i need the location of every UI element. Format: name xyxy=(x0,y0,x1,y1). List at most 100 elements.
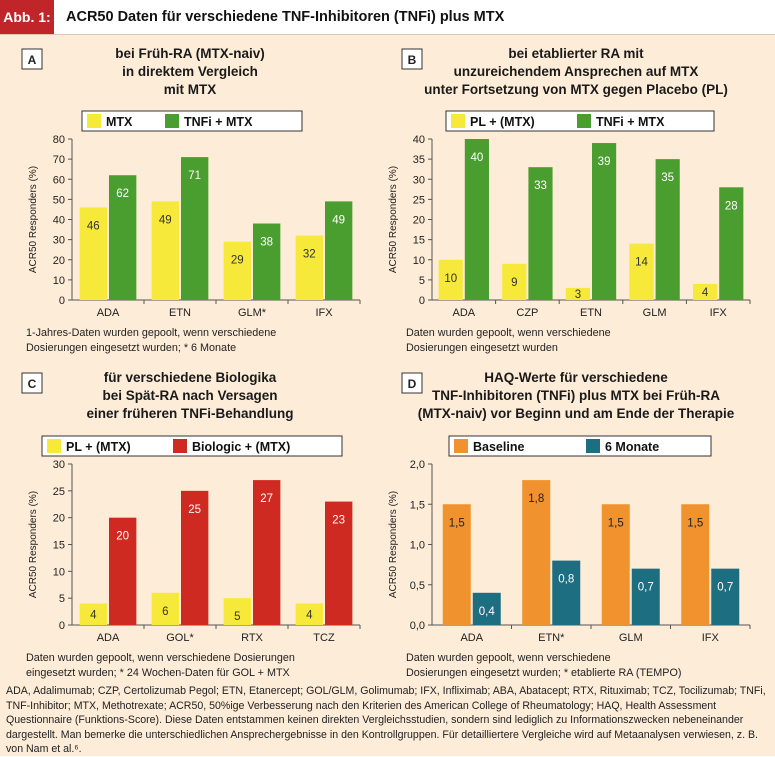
bar xyxy=(442,504,471,625)
bar xyxy=(253,223,281,300)
bar xyxy=(502,263,527,300)
x-tick-label: GOL* xyxy=(166,632,194,644)
bar-value-label: 0,8 xyxy=(558,574,574,586)
panel-title-line: unzureichendem Ansprechen auf MTX xyxy=(454,64,699,79)
panel-note-line: 1-Jahres-Daten wurden gepoolt, wenn vers… xyxy=(26,327,276,339)
y-tick-label: 40 xyxy=(53,215,65,227)
bar-value-label: 14 xyxy=(635,257,648,269)
y-tick-label: 20 xyxy=(53,513,65,525)
bar xyxy=(295,235,323,300)
legend-label: Baseline xyxy=(473,440,524,454)
bar-value-label: 6 xyxy=(162,606,168,618)
panel-title-line: (MTX-naiv) vor Beginn und am Ende der Th… xyxy=(418,406,735,421)
x-tick-label: ETN xyxy=(169,307,191,319)
bar xyxy=(681,504,710,625)
bar xyxy=(325,201,353,300)
y-tick-label: 1,5 xyxy=(410,499,425,511)
bar-value-label: 0,4 xyxy=(479,606,496,618)
bar-value-label: 20 xyxy=(116,531,129,543)
bar-value-label: 0,7 xyxy=(717,582,733,594)
y-tick-label: 2,0 xyxy=(410,459,425,471)
legend-swatch xyxy=(451,114,465,128)
y-axis-label: ACR50 Responders (%) xyxy=(388,491,399,598)
panel-title-line: bei etablierter RA mit xyxy=(508,46,644,61)
x-tick-label: ETN* xyxy=(538,632,565,644)
figure-label: Abb. 1: xyxy=(0,0,54,34)
legend-box xyxy=(448,435,712,457)
y-tick-label: 10 xyxy=(53,275,65,287)
y-tick-label: 35 xyxy=(413,154,425,166)
bar xyxy=(522,480,551,625)
x-tick-label: GLM* xyxy=(238,307,267,319)
bar-value-label: 46 xyxy=(87,220,100,232)
bar-value-label: 27 xyxy=(260,493,273,505)
bar xyxy=(181,157,209,300)
x-tick-label: IFX xyxy=(702,632,720,644)
y-tick-label: 60 xyxy=(53,174,65,186)
panel-title-line: mit MTX xyxy=(164,82,217,97)
x-tick-label: ADA xyxy=(460,632,483,644)
panel-note-line: Daten wurden gepoolt, wenn verschiedene xyxy=(406,327,611,339)
y-tick-label: 0,0 xyxy=(410,620,425,632)
x-tick-label: TCZ xyxy=(313,632,335,644)
x-tick-label: ETN xyxy=(580,307,602,319)
legend-box xyxy=(81,110,303,132)
bar-value-label: 4 xyxy=(306,609,313,621)
y-tick-label: 80 xyxy=(53,134,65,146)
bar xyxy=(223,241,251,300)
y-tick-label: 0,5 xyxy=(410,580,425,592)
legend-swatch xyxy=(47,439,61,453)
bar-value-label: 38 xyxy=(260,237,273,249)
x-tick-label: GLM xyxy=(619,632,643,644)
bar-value-label: 62 xyxy=(116,188,129,200)
bar-value-label: 1,5 xyxy=(687,517,703,529)
y-tick-label: 30 xyxy=(53,235,65,247)
panel-note-line: Dosierungen eingesetzt wurden xyxy=(406,342,558,354)
bar xyxy=(151,201,179,300)
bar-value-label: 29 xyxy=(231,255,244,267)
footnote: ADA, Adalimumab; CZP, Certolizumab Pegol… xyxy=(6,685,766,756)
y-axis-label: ACR50 Responders (%) xyxy=(388,166,399,273)
panel-note-line: Dosierungen eingesetzt wurden; * 6 Monat… xyxy=(26,342,236,354)
bar xyxy=(711,568,740,625)
bar-value-label: 4 xyxy=(702,287,709,299)
panel-title-line: einer früheren TNFi-Behandlung xyxy=(86,406,293,421)
panel-letter-box xyxy=(21,372,43,394)
y-tick-label: 20 xyxy=(413,215,425,227)
bar xyxy=(601,504,630,625)
bar-value-label: 3 xyxy=(575,289,581,301)
x-tick-label: CZP xyxy=(516,307,538,319)
x-tick-label: RTX xyxy=(241,632,263,644)
bar-value-label: 5 xyxy=(234,611,240,623)
bar-value-label: 39 xyxy=(598,156,611,168)
figure-header: Abb. 1: ACR50 Daten für verschiedene TNF… xyxy=(0,0,775,35)
bar-value-label: 32 xyxy=(303,249,316,261)
bar xyxy=(655,159,680,300)
bar xyxy=(295,603,323,625)
y-axis-label: ACR50 Responders (%) xyxy=(28,166,39,273)
legend-label: PL + (MTX) xyxy=(66,440,131,454)
bar xyxy=(79,207,107,300)
bar xyxy=(151,592,179,625)
y-tick-label: 5 xyxy=(59,593,65,605)
y-tick-label: 5 xyxy=(419,275,425,287)
bar xyxy=(223,598,251,625)
bar xyxy=(631,568,660,625)
bar xyxy=(79,603,107,625)
panel-note-line: Dosierungen eingesetzt wurden; * etablie… xyxy=(406,667,681,679)
bar-value-label: 4 xyxy=(90,609,97,621)
bar-value-label: 40 xyxy=(470,152,483,164)
legend-label: TNFi + MTX xyxy=(184,115,253,129)
panel-note-line: Daten wurden gepoolt, wenn verschiedene … xyxy=(26,652,295,664)
bar-value-label: 1,5 xyxy=(608,517,624,529)
bar-value-label: 1,5 xyxy=(449,517,465,529)
panel-letter-box xyxy=(401,372,423,394)
legend-box xyxy=(41,435,343,457)
bar xyxy=(528,167,553,300)
x-tick-label: ADA xyxy=(452,307,475,319)
panel-letter-box xyxy=(21,48,43,70)
panel-letter: C xyxy=(28,377,37,391)
